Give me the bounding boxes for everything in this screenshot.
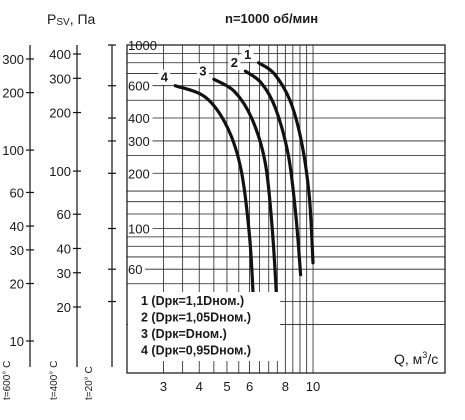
pressure-scales: 10 20 30 40 60 100 200 300 20 30 40 60 100 200 300 400 t… bbox=[2, 44, 116, 400]
y-tick-label: 400 bbox=[128, 111, 150, 126]
scale-600-tick-label: 10 bbox=[10, 334, 24, 349]
x-tick-label: 3 bbox=[160, 379, 167, 394]
x-tick-label: 8 bbox=[282, 379, 289, 394]
q-label-box bbox=[384, 339, 440, 373]
curve-label-3: 3 bbox=[199, 63, 206, 78]
scale-600-tick-label: 60 bbox=[10, 185, 24, 200]
curve-label-bg bbox=[158, 69, 171, 85]
curve-label-bg bbox=[241, 46, 254, 62]
scale-400-tick-label: 20 bbox=[57, 300, 71, 315]
curve-series-2 bbox=[243, 69, 303, 277]
y-tick-label-bg bbox=[126, 77, 153, 93]
curve-series-1 bbox=[257, 61, 315, 265]
curve-label-bg bbox=[228, 55, 241, 71]
scale-400-tick-label: 100 bbox=[49, 164, 71, 179]
legend-item: 2 (Dрк=1,05Dном.) bbox=[141, 311, 251, 325]
plot-frame bbox=[126, 44, 446, 374]
y-tick-label: 600 bbox=[128, 79, 150, 94]
legend-item: 3 (Dрк=Dном.) bbox=[141, 327, 227, 341]
temperature-label: t=20° C bbox=[84, 366, 95, 400]
x-tick-label: 6 bbox=[246, 379, 253, 394]
y-tick-label-bg bbox=[126, 165, 153, 181]
temperature-label: t=600° C bbox=[2, 361, 13, 400]
y-axis-title: PSV, Па bbox=[47, 11, 96, 28]
scale-400-tick-label: 30 bbox=[57, 266, 71, 281]
scale-400-tick-label: 40 bbox=[57, 241, 71, 256]
curve-series-3 bbox=[212, 77, 279, 298]
curve-label-4: 4 bbox=[161, 70, 169, 85]
y-tick-label: 100 bbox=[128, 222, 150, 237]
legend-item: 1 (Dрк=1,1Dном.) bbox=[141, 294, 244, 308]
curves-layer: 12 3 4 bbox=[158, 46, 315, 308]
x-axis-title: Q, м3/с bbox=[394, 350, 438, 367]
x-tick-label: 5 bbox=[223, 379, 230, 394]
curve-label-1: 1 bbox=[244, 47, 251, 62]
y-tick-label: 200 bbox=[128, 166, 150, 181]
scale-600-tick-label: 200 bbox=[2, 86, 24, 101]
legend-item: 4 (Dрк=0,95Dном.) bbox=[141, 344, 251, 358]
y-tick-label: 60 bbox=[128, 262, 142, 277]
grid-layer: 345681040601002003004006001000 bbox=[126, 37, 445, 394]
legend-box bbox=[128, 292, 280, 361]
scale-600-tick-label: 20 bbox=[10, 277, 24, 292]
curve-label-bg bbox=[196, 63, 209, 79]
temperature-label: t=400° C bbox=[49, 361, 60, 400]
y-tick-label-bg bbox=[126, 220, 153, 236]
scale-600-tick-label: 100 bbox=[2, 143, 24, 158]
legend: 1 (Dрк=1,1Dном.) 2 (Dрк=1,05Dном.) 3 (Dрк=… bbox=[141, 294, 251, 358]
scale-400-tick-label: 300 bbox=[49, 71, 71, 86]
scale-600-tick-label: 300 bbox=[2, 52, 24, 67]
scale-400-tick-label: 60 bbox=[57, 207, 71, 222]
scale-400-tick-label: 400 bbox=[49, 47, 71, 62]
curve-series-4 bbox=[173, 84, 256, 308]
x-tick-label: 4 bbox=[196, 379, 203, 394]
scale-600-tick-label: 30 bbox=[10, 243, 24, 258]
y-tick-label: 300 bbox=[128, 134, 150, 149]
chart-title: n=1000 об/мин bbox=[225, 11, 318, 26]
y-tick-label-bg bbox=[126, 261, 145, 277]
y-tick-label-bg bbox=[126, 132, 153, 148]
curve-label-2: 2 bbox=[231, 55, 238, 70]
scale-600-tick-label: 40 bbox=[10, 219, 24, 234]
x-tick-label: 10 bbox=[306, 379, 320, 394]
scale-400-tick-label: 200 bbox=[49, 106, 71, 121]
y-tick-label-bg bbox=[126, 110, 153, 126]
